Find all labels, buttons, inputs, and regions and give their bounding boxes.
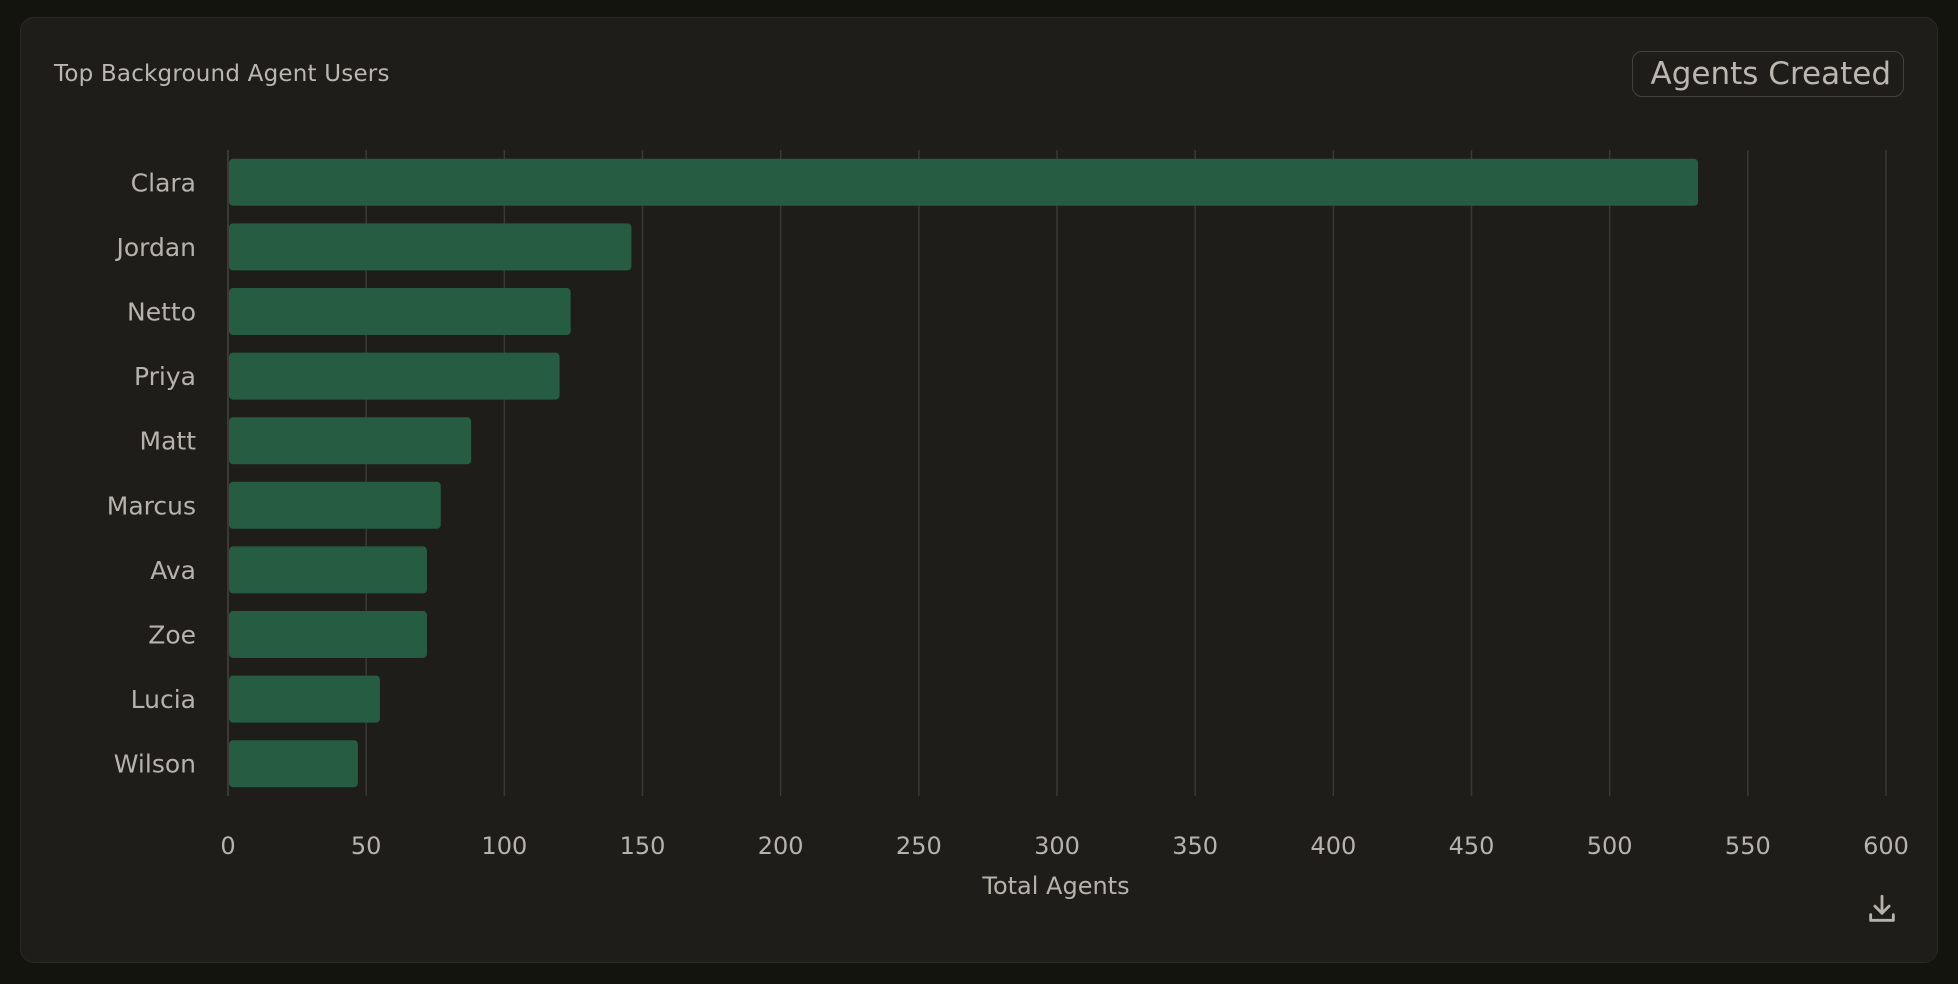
bar[interactable] [229, 611, 427, 658]
category-label: Clara [131, 168, 196, 197]
bar[interactable] [229, 223, 632, 271]
grid-layer [227, 150, 1887, 796]
x-tick-label: 350 [1172, 832, 1218, 860]
category-label: Wilson [114, 750, 196, 779]
bar[interactable] [229, 288, 571, 335]
x-tick-label: 400 [1310, 832, 1356, 860]
x-tick-label: 550 [1725, 832, 1771, 860]
x-axis-title: Total Agents [981, 872, 1129, 900]
category-label: Jordan [114, 233, 196, 262]
bar[interactable] [229, 740, 358, 788]
x-tick-label: 600 [1863, 832, 1909, 860]
x-tick-label: 50 [351, 832, 382, 860]
download-icon[interactable] [1865, 892, 1899, 926]
x-tick-label: 250 [896, 832, 942, 860]
x-tick-label: 300 [1034, 832, 1080, 860]
bar[interactable] [229, 546, 427, 594]
bar[interactable] [229, 158, 1699, 206]
category-label: Zoe [148, 621, 196, 650]
category-labels: Clara Jordan Netto Priya Matt Marcus Ava Zoe Luc… [107, 168, 196, 778]
x-tick-label: 200 [758, 832, 804, 860]
metric-selector[interactable]: Agents Created [1631, 51, 1904, 97]
bar[interactable] [229, 481, 441, 529]
bar[interactable] [229, 675, 380, 723]
bar-layer [229, 158, 1699, 788]
category-label: Marcus [107, 491, 196, 520]
x-tick-labels: 0 50 100 150 200 250 300 350 400 450 500 550 600 [220, 832, 1909, 860]
x-tick-label: 150 [620, 832, 666, 860]
category-label: Netto [127, 298, 196, 327]
bar[interactable] [229, 417, 472, 465]
category-label: Ava [150, 556, 196, 585]
x-tick-label: 100 [481, 832, 527, 860]
category-label: Matt [140, 427, 197, 456]
x-tick-label: 450 [1449, 832, 1495, 860]
x-tick-label: 500 [1587, 832, 1633, 860]
category-label: Priya [134, 362, 196, 391]
category-label: Lucia [131, 685, 196, 714]
x-tick-label: 0 [220, 832, 235, 860]
card-title: Top Background Agent Users [54, 61, 390, 87]
bar[interactable] [229, 352, 560, 400]
